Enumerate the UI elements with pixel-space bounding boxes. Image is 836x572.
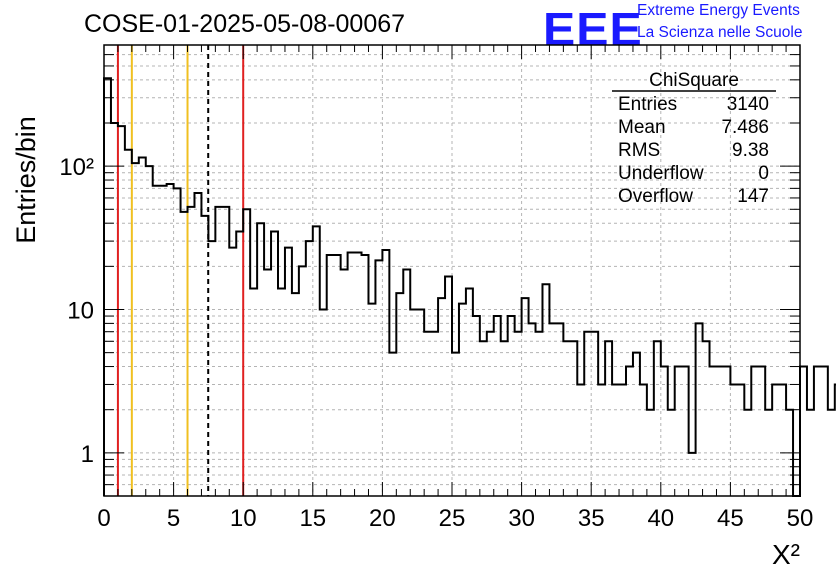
x-tick-label: 40 xyxy=(647,505,674,532)
tick-labels-layer: 0 5 10 15 20 25 30 35 40 45 50 1 10 10² xyxy=(59,154,813,532)
y-tick-label: 1 xyxy=(81,441,94,468)
stats-label: RMS xyxy=(618,140,660,161)
stats-label: Underflow xyxy=(618,163,704,184)
x-tick-label: 5 xyxy=(167,505,180,532)
x-tick-label: 10 xyxy=(230,505,257,532)
x-tick-label: 15 xyxy=(299,505,326,532)
x-axis-label: X² xyxy=(772,539,800,570)
stats-value: 147 xyxy=(737,186,769,207)
stats-value: 9.38 xyxy=(732,140,769,161)
logo-line-2: La Scienza nelle Scuole xyxy=(637,24,803,41)
x-tick-label: 35 xyxy=(578,505,605,532)
stats-label: Mean xyxy=(618,117,666,138)
x-tick-label: 25 xyxy=(439,505,466,532)
chart-title: COSE-01-2025-05-08-00067 xyxy=(84,10,406,38)
x-tick-label: 0 xyxy=(97,505,110,532)
x-tick-label: 20 xyxy=(369,505,396,532)
ticks-layer xyxy=(103,44,801,497)
y-tick-label: 10 xyxy=(67,297,94,324)
x-tick-label: 50 xyxy=(787,505,814,532)
y-tick-label: 10² xyxy=(59,154,94,181)
stats-value: 0 xyxy=(758,163,769,184)
marker-lines-layer xyxy=(116,45,245,496)
histogram-steps xyxy=(103,77,836,497)
logo-line-1: Extreme Energy Events xyxy=(637,2,800,19)
stats-title: ChiSquare xyxy=(649,70,739,91)
eee-logo: EEE xyxy=(543,3,643,55)
stats-value: 3140 xyxy=(727,94,769,115)
y-axis-label: Entries/bin xyxy=(11,116,41,244)
stats-label: Overflow xyxy=(618,186,693,207)
stats-box: ChiSquare Entries 3140 Mean 7.486 RMS 9.38 Unde… xyxy=(612,70,776,207)
stats-label: Entries xyxy=(618,94,677,115)
x-tick-label: 45 xyxy=(717,505,744,532)
x-tick-label: 30 xyxy=(508,505,535,532)
stats-value: 7.486 xyxy=(721,117,769,138)
